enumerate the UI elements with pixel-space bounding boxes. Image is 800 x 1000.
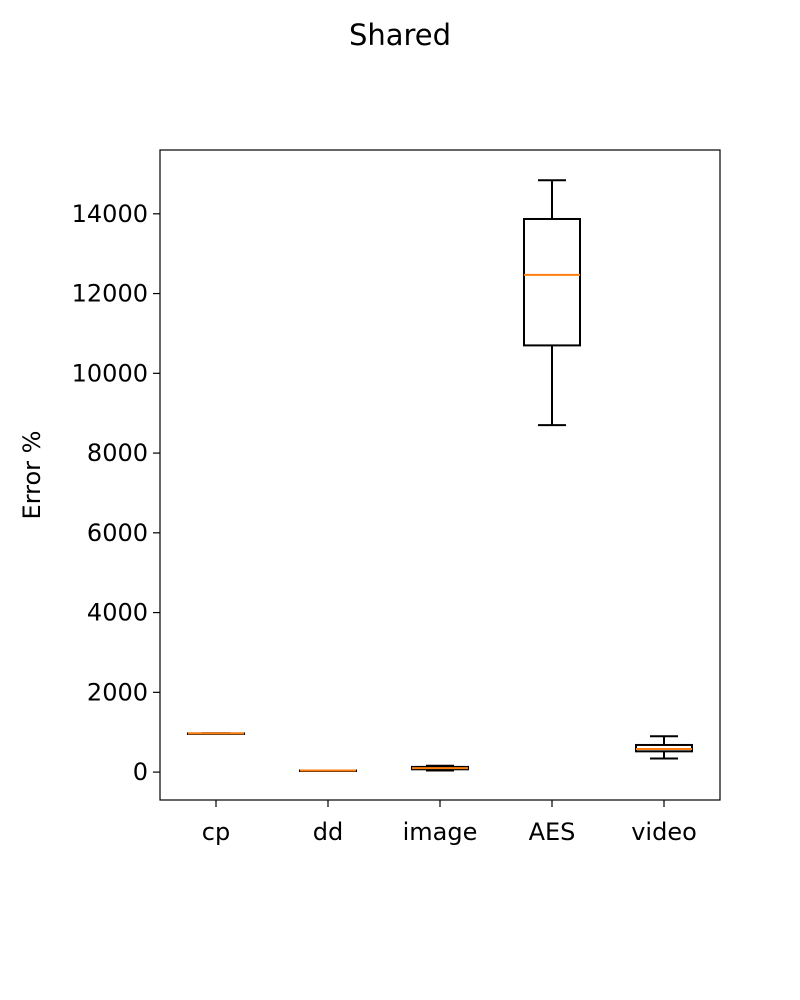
x-tick-label: video [631,818,697,846]
x-tick-label: AES [529,818,576,846]
y-tick-label: 10000 [72,359,148,387]
x-tick-label: image [403,818,478,846]
y-tick-label: 12000 [72,280,148,308]
x-tick-label: dd [313,818,343,846]
plot-area: 0 2000 4000 6000 8000 10000 12000 14000 cp dd imag… [72,180,697,846]
y-tick-label: 2000 [87,678,148,706]
box-AES [524,219,580,345]
y-tick-label: 8000 [87,439,148,467]
y-axis-label: Error % [18,431,46,520]
plot-frame [160,150,720,800]
y-tick-label: 14000 [72,200,148,228]
y-tick-label: 6000 [87,519,148,547]
chart-title: Shared [349,18,451,52]
x-tick-label: cp [202,818,230,846]
y-tick-label: 4000 [87,599,148,627]
y-tick-label: 0 [133,758,148,786]
